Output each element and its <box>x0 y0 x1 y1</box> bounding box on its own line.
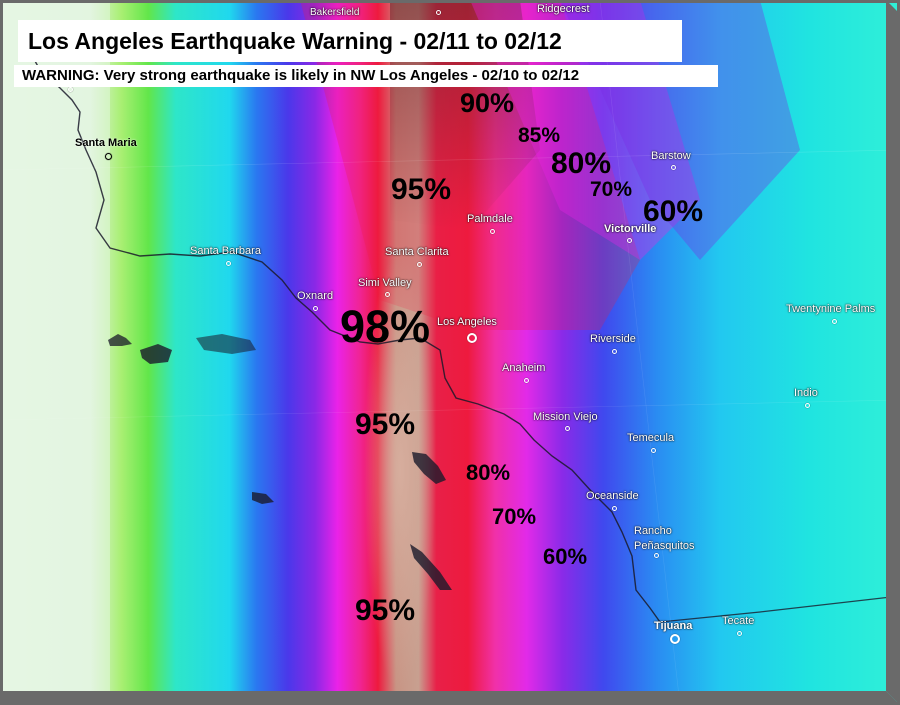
probability-label-60-south: 60% <box>543 544 588 569</box>
city-riverside-dot <box>612 349 617 354</box>
probability-label-90-north: 90% <box>460 88 515 118</box>
city-santa-barbara-dot <box>226 261 231 266</box>
city-oxnard-dot <box>313 306 318 311</box>
probability-label-95-mid: 95% <box>355 408 416 441</box>
city-mission-viejo-label: Mission Viejo <box>533 411 598 423</box>
city-palmdale-dot <box>490 229 495 234</box>
map-title: Los Angeles Earthquake Warning - 02/11 t… <box>18 20 682 62</box>
map-subtitle: WARNING: Very strong earthquake is likel… <box>14 65 718 87</box>
city-tijuana-dot <box>670 634 680 644</box>
city-twentynine-palms-dot <box>832 319 837 324</box>
city-ridgecrest-dot <box>436 10 441 15</box>
west-pale-region <box>0 0 110 705</box>
san-nicolas-island <box>252 492 274 504</box>
city-temecula-dot <box>651 448 656 453</box>
probability-label-95-south: 95% <box>355 594 416 627</box>
city-unnamed-dot <box>68 87 73 92</box>
city-los-angeles-label: Los Angeles <box>437 316 497 328</box>
san-clemente-island <box>410 544 452 590</box>
frame-edge-bottom <box>0 691 900 705</box>
city-riverside-label: Riverside <box>590 333 636 345</box>
city-victorville-label: Victorville <box>604 223 657 235</box>
city-indio-label: Indio <box>794 387 818 399</box>
santa-rosa-island <box>140 344 172 364</box>
city-palmdale-label: Palmdale <box>467 213 513 225</box>
city-santa-clarita-label: Santa Clarita <box>385 246 449 258</box>
probability-label-85-north: 85% <box>518 124 561 147</box>
san-miguel-island <box>108 334 132 346</box>
probability-label-70-north: 70% <box>590 178 633 201</box>
city-twentynine-palms-label: Twentynine Palms <box>786 303 876 315</box>
santa-catalina-island <box>412 452 446 484</box>
city-tecate-label: Tecate <box>722 615 755 627</box>
santa-cruz-island <box>196 334 256 354</box>
probability-label-98-center: 98% <box>340 301 431 352</box>
city-mission-viejo-dot <box>565 426 570 431</box>
city-oxnard-label: Oxnard <box>297 290 334 302</box>
city-simi-valley-label: Simi Valley <box>358 277 412 289</box>
city-bakersfield-label: Bakersfield <box>310 7 360 18</box>
probability-label-80-north: 80% <box>551 147 612 180</box>
city-oceanside-dot <box>612 506 617 511</box>
city-simi-valley-dot <box>385 292 390 297</box>
core-glow <box>364 250 436 690</box>
city-rancho-penasquitos-label: Rancho Peñasquitos <box>634 525 695 552</box>
coastline <box>19 39 661 623</box>
city-ridgecrest-label: Ridgecrest <box>537 3 590 15</box>
probability-label-80-south: 80% <box>466 460 511 485</box>
city-temecula-label: Temecula <box>627 432 675 444</box>
city-santa-barbara-label: Santa Barbara <box>190 245 261 257</box>
city-tijuana-label: Tijuana <box>654 620 693 632</box>
city-santa-maria-label: Santa Maria <box>75 137 137 149</box>
city-santa-maria-dot <box>105 153 112 160</box>
city-victorville-dot <box>627 238 632 243</box>
frame-edge-right <box>886 0 900 705</box>
city-barstow-dot <box>671 165 676 170</box>
probability-label-70-south: 70% <box>492 504 537 529</box>
city-indio-dot <box>805 403 810 408</box>
city-rancho-penasquitos-dot <box>654 553 659 558</box>
city-tecate-dot <box>737 631 742 636</box>
probability-label-95-north: 95% <box>391 173 452 206</box>
city-oceanside-label: Oceanside <box>586 490 639 502</box>
city-los-angeles-dot <box>467 333 477 343</box>
city-anaheim-label: Anaheim <box>502 362 546 374</box>
city-barstow-label: Barstow <box>651 150 691 162</box>
city-anaheim-dot <box>524 378 529 383</box>
mexico-border <box>659 595 900 623</box>
city-santa-clarita-dot <box>417 262 422 267</box>
probability-label-60-north: 60% <box>643 195 704 228</box>
